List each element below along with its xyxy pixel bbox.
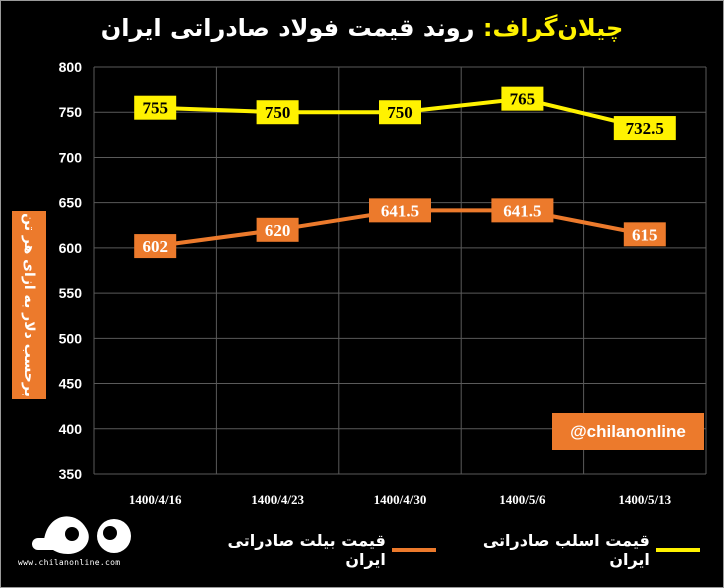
- y-tick-label: 400: [59, 421, 83, 437]
- legend-swatch-slab: [655, 548, 700, 552]
- legend-label-billet: قیمت بیلت صادراتی ایران: [227, 531, 386, 569]
- y-tick-label: 750: [59, 104, 83, 120]
- y-tick-label: 450: [59, 376, 83, 392]
- data-label-box: [613, 116, 676, 141]
- chart-title: چیلان‌گراف: روند قیمت فولاد صادراتی ایرا…: [0, 14, 724, 42]
- y-tick-label: 600: [59, 240, 83, 256]
- data-label: 615: [632, 225, 658, 244]
- data-label-box: [491, 198, 554, 223]
- y-tick-label: 700: [59, 149, 83, 165]
- social-handle-badge: @chilanonline: [552, 413, 704, 450]
- x-tick-label: 1400/5/13: [618, 492, 671, 507]
- data-label: 732.5: [626, 119, 664, 138]
- y-tick-label: 350: [59, 466, 83, 482]
- data-label: 602: [142, 237, 168, 256]
- data-label-box: [623, 222, 666, 247]
- data-label: 620: [265, 221, 291, 240]
- y-axis-label-box: [12, 211, 46, 399]
- data-label-box: [379, 100, 421, 125]
- legend-swatch-billet: [391, 548, 436, 552]
- data-label-box: [256, 217, 299, 242]
- x-tick-label: 1400/4/30: [374, 492, 427, 507]
- y-tick-label: 550: [59, 285, 83, 301]
- x-tick-label: 1400/4/16: [129, 492, 182, 507]
- data-label-box: [134, 234, 177, 259]
- x-tick-label: 1400/4/23: [251, 492, 304, 507]
- data-label: 641.5: [381, 201, 419, 220]
- title-text: روند قیمت فولاد صادراتی ایران: [100, 14, 475, 42]
- legend-label-slab: قیمت اسلب صادراتی ایران: [482, 531, 650, 569]
- data-label-box: [256, 100, 299, 125]
- data-label: 755: [142, 99, 168, 118]
- data-label: 750: [265, 103, 291, 122]
- logo-website: www.chilanonline.com: [18, 558, 121, 567]
- y-axis-label: برحسب دلار به ازای هر تن: [21, 213, 37, 397]
- y-tick-label: 650: [59, 195, 83, 211]
- data-label-box: [501, 86, 544, 111]
- data-label-box: [369, 198, 431, 223]
- data-label: 765: [510, 90, 536, 109]
- legend-item-slab: قیمت اسلب صادراتی ایران: [454, 531, 700, 569]
- data-label-box: [134, 95, 177, 120]
- brand-label: چیلان‌گراف:: [482, 14, 624, 42]
- data-label: 750: [387, 103, 413, 122]
- x-tick-label: 1400/5/6: [499, 492, 546, 507]
- data-label: 641.5: [503, 201, 541, 220]
- y-tick-label: 800: [59, 59, 83, 75]
- chilan-logo: [32, 516, 131, 554]
- y-tick-label: 500: [59, 330, 83, 346]
- legend-item-billet: قیمت بیلت صادراتی ایران: [198, 531, 436, 569]
- legend: قیمت اسلب صادراتی ایران قیمت بیلت صادرات…: [180, 531, 700, 569]
